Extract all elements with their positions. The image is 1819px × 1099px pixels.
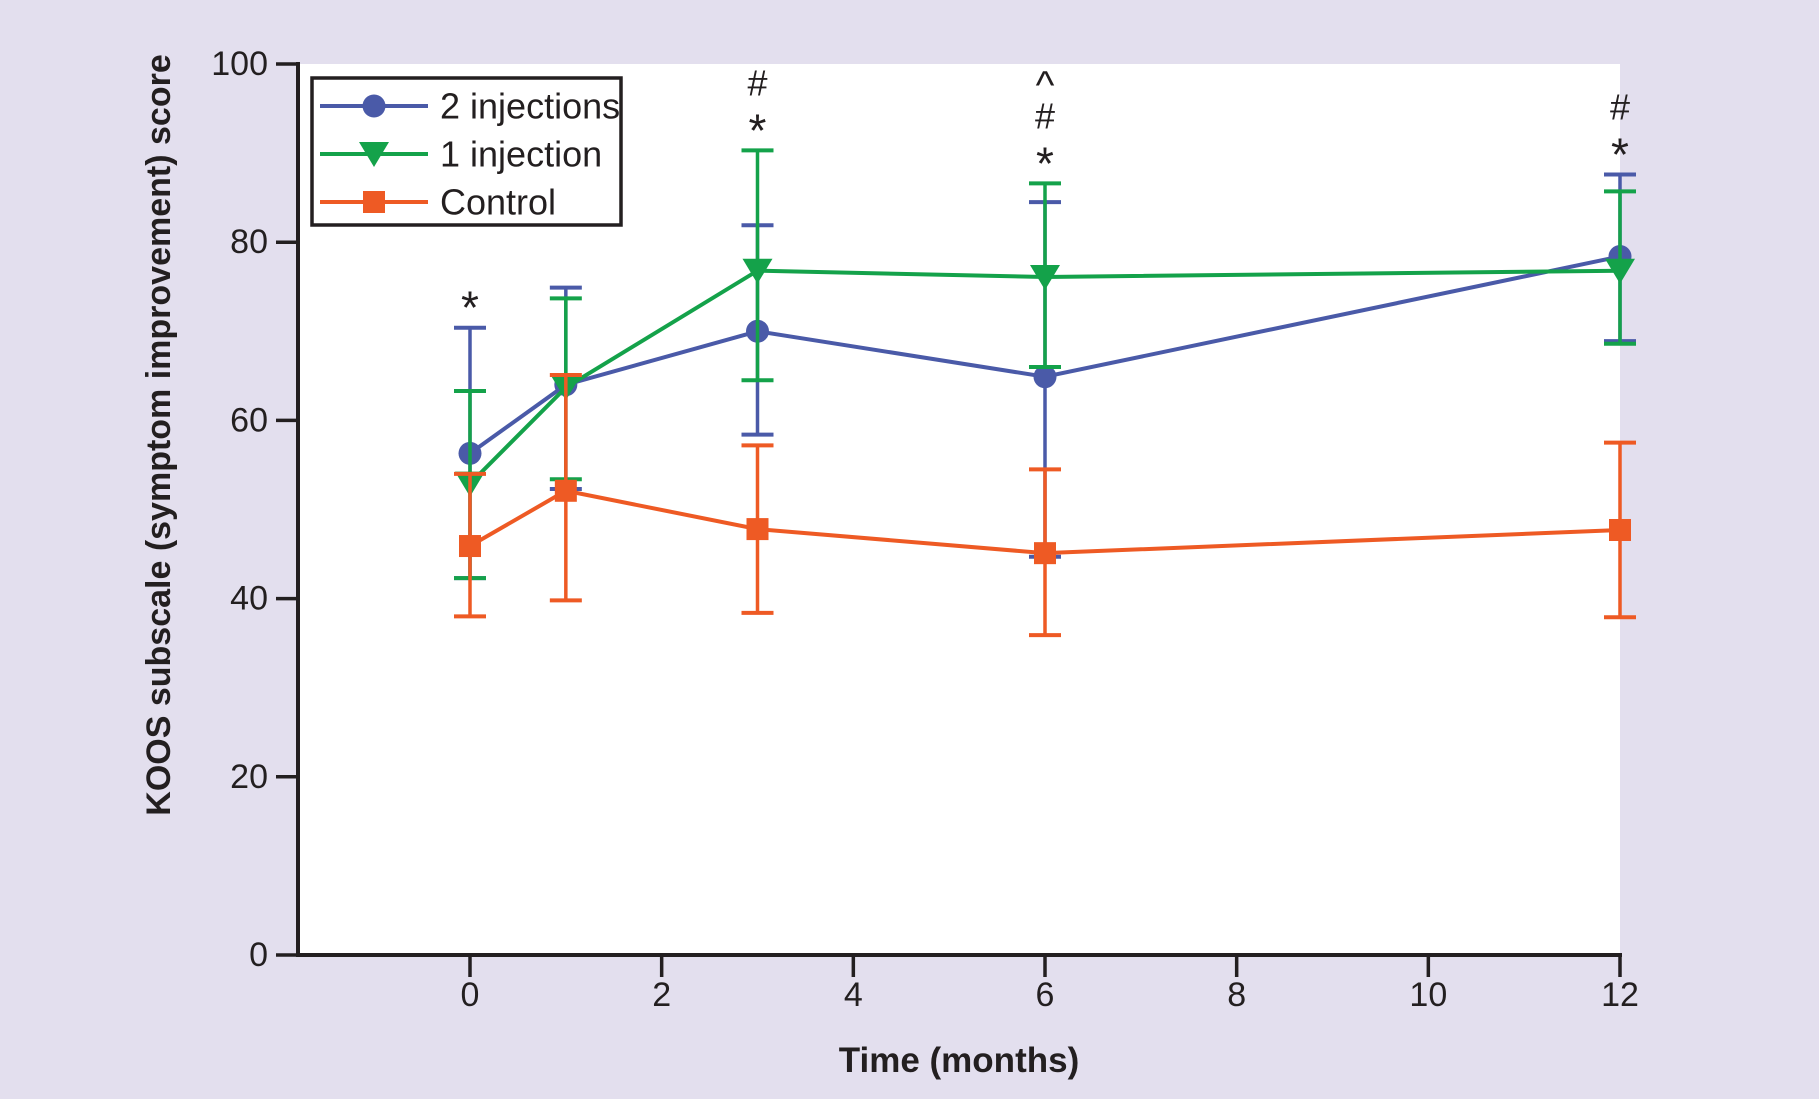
significance-symbol: * [461,282,479,334]
significance-symbol: * [1036,137,1054,189]
y-tick-label: 100 [211,45,268,83]
significance-symbol: # [1610,86,1630,127]
annotation-month-12: #* [1610,86,1630,180]
square-marker [363,191,385,213]
x-tick-label: 0 [461,976,480,1014]
legend: 2 injections 1 injection Control [310,76,623,227]
y-tick-label: 60 [230,401,268,439]
y-tick-label: 80 [230,223,268,261]
square-marker [1609,518,1631,541]
x-tick-label: 4 [844,976,863,1014]
significance-symbol: * [1611,128,1629,180]
significance-symbol: # [747,62,767,103]
annotation-month-6: ^#* [1035,63,1055,189]
legend-item-control: Control [320,182,556,223]
triangle-down-marker [359,142,389,167]
y-tick-label: 40 [230,580,268,618]
triangle-down-marker [742,258,773,284]
legend-label: 2 injections [440,86,620,127]
axes-layer: 0 20 40 60 80 100 0 2 4 6 8 10 12 [211,45,1639,1014]
y-axis-title: KOOS subscale (symptom improvement) scor… [140,54,178,815]
y-tick-label: 20 [230,758,268,796]
triangle-down-marker [1605,258,1635,284]
significance-symbol: ^ [1036,63,1055,107]
x-tick-label: 6 [1036,976,1055,1014]
x-tick-label: 12 [1601,976,1639,1014]
legend-item-2-injections: 2 injections [320,86,620,127]
square-marker [746,518,769,541]
annotations-layer: *#*^#*#* [461,62,1630,333]
x-tick-label: 8 [1227,976,1246,1014]
legend-label: 1 injection [440,134,602,175]
series-control [454,372,1636,638]
annotation-month-0: * [461,282,479,334]
annotation-month-3: #* [747,62,767,156]
circle-marker [1033,365,1057,389]
legend-item-1-injection: 1 injection [320,134,602,175]
x-tick-label: 2 [652,976,671,1014]
significance-symbol: * [749,104,767,156]
y-tick-label: 0 [249,936,268,974]
square-marker [459,535,481,558]
triangle-down-marker [1030,264,1060,290]
square-marker [554,479,577,502]
series-layer [454,148,1636,638]
significance-symbol: # [1035,95,1055,136]
x-axis-title: Time (months) [839,1041,1079,1080]
legend-label: Control [440,182,556,223]
x-tick-label: 10 [1409,976,1447,1014]
circle-marker [362,94,386,118]
square-marker [1034,542,1056,565]
